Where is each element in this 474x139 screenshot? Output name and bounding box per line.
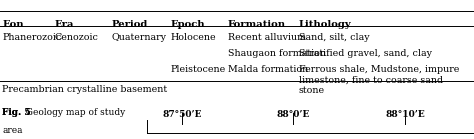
- Text: Lithology: Lithology: [299, 20, 351, 29]
- Text: Quaternary: Quaternary: [111, 33, 166, 42]
- Text: Epoch: Epoch: [171, 20, 205, 29]
- Text: Cenozoic: Cenozoic: [55, 33, 99, 42]
- Text: Shaugaon formation: Shaugaon formation: [228, 49, 326, 58]
- Text: Recent alluvium: Recent alluvium: [228, 33, 306, 42]
- Text: Fig. 5: Fig. 5: [2, 108, 31, 117]
- Text: Sand, silt, clay: Sand, silt, clay: [299, 33, 369, 42]
- Text: 88°0’E: 88°0’E: [276, 110, 310, 119]
- Text: Period: Period: [111, 20, 148, 29]
- Text: 88°10’E: 88°10’E: [385, 110, 425, 119]
- Text: Geology map of study: Geology map of study: [20, 108, 126, 117]
- Text: Formation: Formation: [228, 20, 286, 29]
- Text: area: area: [2, 126, 23, 136]
- Text: Ferrous shale, Mudstone, impure
limestone, fine to coarse sand
stone: Ferrous shale, Mudstone, impure limeston…: [299, 65, 459, 95]
- Text: Fig. 5  Geology map of study: Fig. 5 Geology map of study: [2, 108, 134, 117]
- Text: Pleistocene: Pleistocene: [171, 65, 226, 74]
- Text: Eon: Eon: [2, 20, 24, 29]
- Text: Era: Era: [55, 20, 74, 29]
- Text: 87°50’E: 87°50’E: [163, 110, 202, 119]
- Text: Fig. 5: Fig. 5: [2, 108, 31, 117]
- Text: Phanerozoic: Phanerozoic: [2, 33, 62, 42]
- Text: Holocene: Holocene: [171, 33, 216, 42]
- Text: Precambrian crystalline basement: Precambrian crystalline basement: [2, 85, 167, 94]
- Text: Stratified gravel, sand, clay: Stratified gravel, sand, clay: [299, 49, 432, 58]
- Text: Malda formation: Malda formation: [228, 65, 308, 74]
